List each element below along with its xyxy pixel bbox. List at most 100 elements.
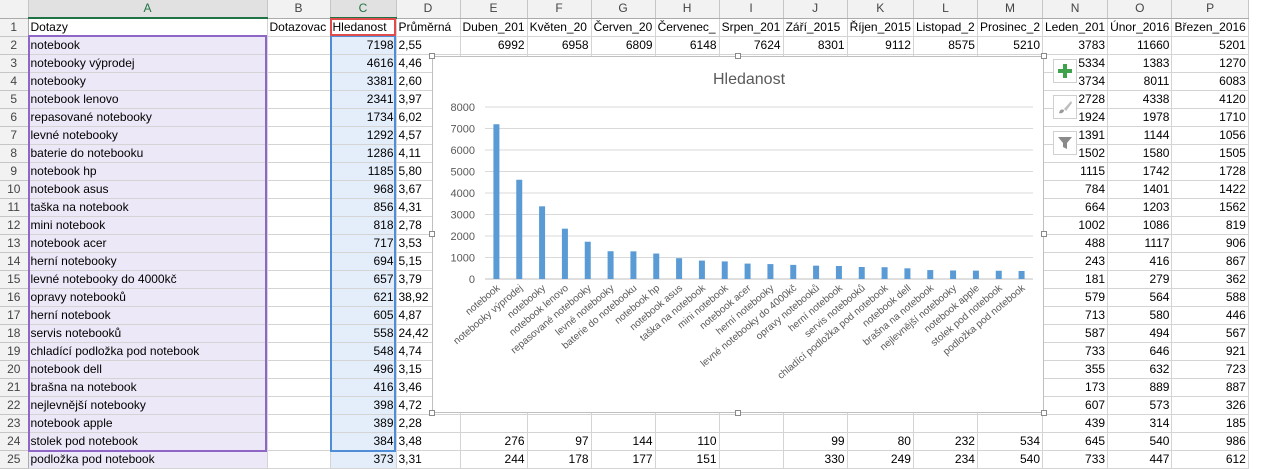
data-cell[interactable]: 5201 [1171,36,1249,55]
data-cell[interactable] [267,72,331,91]
data-cell[interactable] [267,90,331,109]
data-cell[interactable]: 173 [1042,378,1109,397]
column-header[interactable]: J [783,0,848,19]
data-cell[interactable]: 1203 [1107,198,1173,217]
data-cell[interactable]: 8301 [783,36,848,55]
data-cell[interactable]: 646 [1107,342,1173,361]
query-cell[interactable]: chladící podložka pod notebook [28,342,268,361]
query-cell[interactable]: notebook lenovo [28,90,268,109]
chart-area[interactable]: Hledanost 0 1000 2000 3000 4000 5000 6000 7000 80… [429,53,1047,416]
data-cell[interactable]: 185 [1171,414,1249,433]
data-cell[interactable]: 314 [1107,414,1173,433]
data-cell[interactable]: 11660 [1107,36,1173,55]
header-cell[interactable]: Červenec_ [655,18,720,37]
data-cell[interactable] [267,108,331,127]
data-cell[interactable]: 2,55 [396,36,461,55]
data-cell[interactable]: 587 [1042,324,1109,343]
data-cell[interactable]: 326 [1171,396,1249,415]
row-header[interactable]: 7 [0,126,29,145]
data-cell[interactable]: 6809 [591,36,656,55]
column-header[interactable]: O [1107,0,1173,19]
data-cell[interactable]: 8575 [913,36,978,55]
data-cell[interactable]: 97 [527,432,592,451]
data-cell[interactable]: 496 [330,360,397,379]
data-cell[interactable]: 1562 [1171,198,1249,217]
query-cell[interactable]: notebooky výprodej [28,54,268,73]
row-header[interactable]: 2 [0,36,29,55]
data-cell[interactable] [267,270,331,289]
data-cell[interactable]: 9112 [847,36,914,55]
data-cell[interactable]: 784 [1042,180,1109,199]
row-header[interactable]: 9 [0,162,29,181]
data-cell[interactable]: 564 [1107,288,1173,307]
query-cell[interactable]: repasované notebooky [28,108,268,127]
header-cell[interactable]: Červen_20 [591,18,656,37]
data-cell[interactable] [527,414,592,433]
column-header[interactable]: B [267,0,331,19]
query-cell[interactable]: levné notebooky do 4000kč [28,270,268,289]
data-cell[interactable]: 389 [330,414,397,433]
column-header[interactable]: H [655,0,720,19]
query-cell[interactable]: mini notebook [28,216,268,235]
data-cell[interactable]: 398 [330,396,397,415]
data-cell[interactable]: 1710 [1171,108,1249,127]
data-cell[interactable]: 1383 [1107,54,1173,73]
data-cell[interactable]: 887 [1171,378,1249,397]
data-cell[interactable] [267,414,331,433]
data-cell[interactable]: 355 [1042,360,1109,379]
resize-handle[interactable] [429,53,435,59]
data-cell[interactable] [267,306,331,325]
query-cell[interactable]: baterie do notebooku [28,144,268,163]
chart-styles-button[interactable] [1053,95,1077,119]
data-cell[interactable] [267,144,331,163]
data-cell[interactable]: 818 [330,216,397,235]
header-cell[interactable]: Únor_2016 [1107,18,1173,37]
data-cell[interactable] [267,234,331,253]
data-cell[interactable]: 1422 [1171,180,1249,199]
row-header[interactable]: 21 [0,378,29,397]
data-cell[interactable] [913,414,978,433]
data-cell[interactable]: 1401 [1107,180,1173,199]
data-cell[interactable]: 632 [1107,360,1173,379]
column-header[interactable]: I [719,0,784,19]
data-cell[interactable]: 1115 [1042,162,1109,181]
data-cell[interactable] [267,432,331,451]
header-cell[interactable]: Průměrná [396,18,461,37]
data-cell[interactable]: 1086 [1107,216,1173,235]
data-cell[interactable]: 540 [1107,432,1173,451]
header-cell[interactable]: Hledanost [330,18,397,37]
data-cell[interactable]: 534 [977,432,1044,451]
data-cell[interactable]: 713 [1042,306,1109,325]
data-cell[interactable]: 1734 [330,108,397,127]
resize-handle[interactable] [1041,410,1047,416]
data-cell[interactable]: 439 [1042,414,1109,433]
data-cell[interactable]: 3,48 [396,432,461,451]
data-cell[interactable] [267,360,331,379]
query-cell[interactable]: notebook acer [28,234,268,253]
data-cell[interactable]: 243 [1042,252,1109,271]
data-cell[interactable]: 1728 [1171,162,1249,181]
data-cell[interactable]: 621 [330,288,397,307]
data-cell[interactable]: 723 [1171,360,1249,379]
data-cell[interactable]: 416 [1107,252,1173,271]
data-cell[interactable] [267,324,331,343]
query-cell[interactable]: notebook asus [28,180,268,199]
data-cell[interactable]: 889 [1107,378,1173,397]
data-cell[interactable]: 494 [1107,324,1173,343]
resize-handle[interactable] [429,231,435,237]
header-cell[interactable]: Leden_201 [1042,18,1109,37]
row-header[interactable]: 18 [0,324,29,343]
column-header[interactable]: E [460,0,528,19]
data-cell[interactable]: 657 [330,270,397,289]
row-header[interactable]: 20 [0,360,29,379]
data-cell[interactable]: 548 [330,342,397,361]
data-cell[interactable] [847,414,914,433]
data-cell[interactable]: 5210 [977,36,1044,55]
data-cell[interactable]: 573 [1107,396,1173,415]
row-header[interactable]: 22 [0,396,29,415]
column-header[interactable]: A [28,0,268,19]
data-cell[interactable] [267,162,331,181]
row-header[interactable]: 17 [0,306,29,325]
data-cell[interactable]: 1117 [1107,234,1173,253]
data-cell[interactable] [783,414,848,433]
